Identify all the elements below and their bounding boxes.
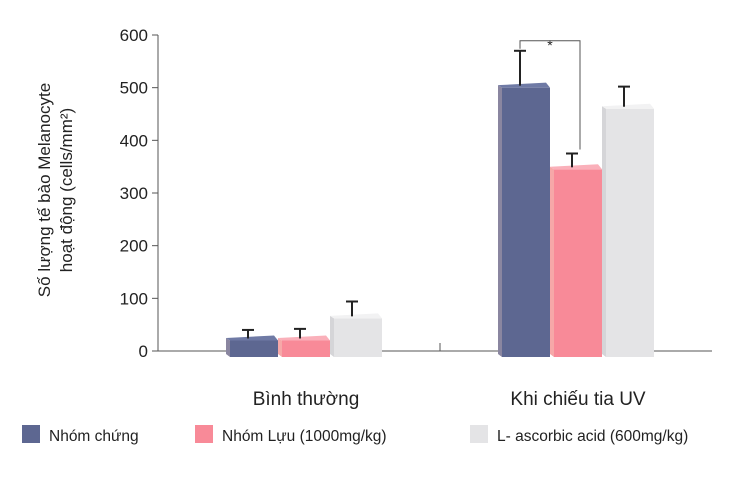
y-tick-label: 500 [120, 79, 148, 98]
significance-bracket [519, 40, 581, 150]
legend-item: Nhóm Lựu (1000mg/kg) [195, 425, 387, 445]
bar-side [498, 85, 502, 358]
legend-swatch [470, 425, 488, 443]
bar [330, 313, 382, 357]
y-tick-label: 200 [120, 237, 148, 256]
bar-front [502, 87, 550, 358]
error-bars [242, 49, 630, 339]
bar-front [230, 340, 278, 357]
y-axis: 0 100 200 300 400 500 600 [120, 26, 159, 361]
bar-top [550, 164, 602, 170]
bar-top [278, 335, 330, 341]
legend: Nhóm chứng Nhóm Lựu (1000mg/kg) L- ascorbi… [22, 425, 688, 445]
significance-annotation: * [519, 37, 581, 150]
significance-star: * [547, 37, 553, 53]
y-tick-label: 0 [139, 342, 148, 361]
y-tick-label: 300 [120, 184, 148, 203]
bar-top [226, 335, 278, 341]
y-axis-label-line-2: hoạt động (cells/mm²) [57, 108, 76, 272]
y-axis-label-line-1: Số lượng tế bào Melanocyte [35, 83, 54, 297]
bar-front [554, 169, 602, 357]
bars [226, 82, 654, 358]
bar [498, 82, 550, 358]
bar-top [602, 103, 654, 109]
bar-front [334, 318, 382, 357]
legend-swatch [195, 425, 213, 443]
bar-top [330, 313, 382, 319]
bar [278, 335, 330, 357]
bar-side [550, 166, 554, 357]
legend-swatch [22, 425, 40, 443]
x-category-label: Khi chiếu tia UV [510, 389, 646, 410]
y-tick-label: 400 [120, 131, 148, 150]
bar-side [602, 106, 606, 357]
category-labels: Bình thường Khi chiếu tia UV [253, 389, 646, 410]
legend-item: L- ascorbic acid (600mg/kg) [470, 425, 688, 445]
legend-label: Nhóm chứng [49, 428, 139, 445]
legend-label: L- ascorbic acid (600mg/kg) [497, 428, 688, 445]
bar [602, 103, 654, 357]
bar [226, 335, 278, 357]
x-category-label: Bình thường [253, 389, 360, 410]
y-tick-label: 600 [120, 26, 148, 45]
y-tick-label: 100 [120, 289, 148, 308]
bar-side [330, 315, 334, 357]
bar-front [606, 108, 654, 357]
legend-item: Nhóm chứng [22, 425, 139, 445]
bar-side [226, 337, 230, 357]
bar-top [498, 82, 550, 88]
bar [550, 164, 602, 357]
legend-label: Nhóm Lựu (1000mg/kg) [222, 428, 387, 445]
bar-side [278, 337, 282, 357]
bar-front [282, 340, 330, 357]
